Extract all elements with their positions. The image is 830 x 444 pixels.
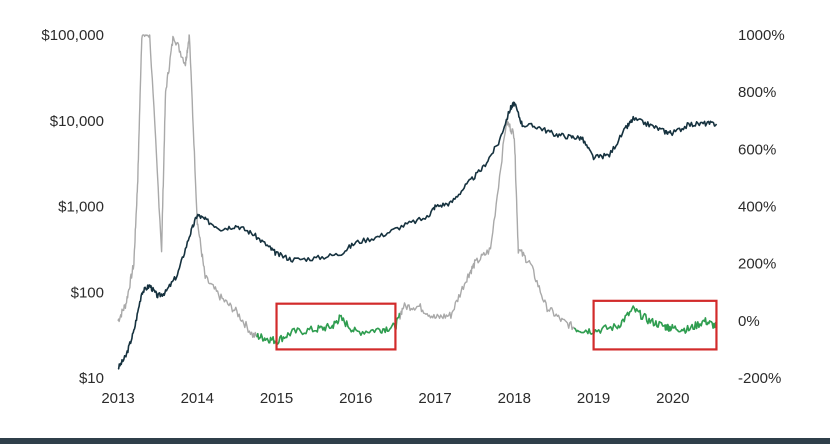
left-axis-tick-label: $1,000 [58,199,104,216]
right-axis-tick-label: 600% [738,141,776,158]
right-axis-tick-label: 1000% [738,27,785,44]
volatility-series-line [117,34,718,345]
x-axis-tick-label: 2014 [181,390,214,407]
x-axis-tick-label: 2015 [260,390,293,407]
x-axis-tick-label: 2020 [656,390,689,407]
right-axis-tick-label: 0% [738,313,760,330]
x-axis-tick-label: 2017 [418,390,451,407]
x-axis-tick-label: 2013 [101,390,134,407]
price-series-line [117,101,718,370]
left-axis-tick-label: $10 [79,370,104,387]
footer-bar [0,438,830,444]
left-axis-tick-label: $100,000 [41,27,104,44]
x-axis-tick-label: 2016 [339,390,372,407]
highlight-box-2 [592,299,718,351]
right-axis-tick-label: 400% [738,199,776,216]
right-axis-tick-label: 800% [738,84,776,101]
low-volatility-segment-1 [256,313,401,345]
x-axis-tick-label: 2018 [498,390,531,407]
left-axis-tick-label: $100 [71,284,104,301]
low-volatility-segment-2 [573,305,718,335]
left-axis-tick-label: $10,000 [50,113,104,130]
highlight-box-1 [275,302,397,351]
x-axis-tick-label: 2019 [577,390,610,407]
right-axis-tick-label: 200% [738,256,776,273]
right-axis-tick-label: -200% [738,370,781,387]
